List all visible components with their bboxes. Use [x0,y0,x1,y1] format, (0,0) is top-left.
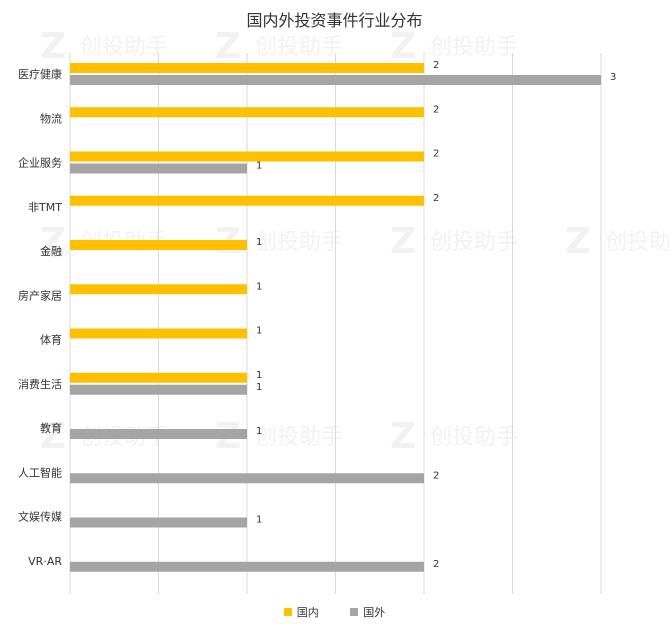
category-label: 教育 [40,421,62,435]
bar-domestic [70,328,247,339]
category-label: 非TMT [28,201,62,214]
watermark-text: 创投助手 [255,425,343,450]
bar-domestic [70,240,247,250]
category-label: VR·AR [28,555,62,568]
watermark-text: 创投助手 [255,35,343,60]
bar-domestic [70,372,247,383]
data-label: 1 [256,237,262,248]
data-label: 2 [433,559,439,570]
data-label: 3 [610,72,616,83]
watermark-logo: Z [215,26,241,67]
bar-domestic [70,151,424,162]
data-label: 2 [433,104,439,115]
data-label: 1 [256,370,262,381]
category-label: 物流 [40,111,62,125]
legend-swatch-foreign [350,608,359,616]
data-label: 1 [256,326,262,337]
legend-label-domestic: 国内 [296,606,319,619]
watermark-text: 创投助手 [255,230,343,255]
data-label: 2 [433,193,439,204]
bar-foreign [70,561,424,572]
bar-domestic [70,63,424,73]
bar-foreign [70,75,601,85]
watermark-logo: Z [565,221,591,262]
watermark-text: 创投助手 [430,425,518,450]
category-label: 医疗健康 [18,67,62,81]
watermark-logo: Z [40,26,66,67]
bar-foreign [70,163,247,174]
watermark-text: 创投助手 [430,35,518,60]
category-label: 企业服务 [18,156,62,170]
watermark-logo: Z [40,416,66,457]
data-label: 1 [256,382,262,393]
category-label: 金融 [40,244,62,258]
watermark-text: 创投助手 [80,35,168,60]
watermark-text: 创投助手 [605,230,669,255]
watermark-logo: Z [40,221,66,262]
bar-foreign [70,429,247,439]
data-label: 1 [256,281,262,292]
watermark-text: 创投助手 [430,230,518,255]
category-label: 房产家居 [18,288,62,302]
category-label: 文娱传媒 [18,510,62,524]
category-label: 体育 [40,333,62,347]
data-label: 2 [433,60,439,71]
watermark-logo: Z [390,416,416,457]
watermark-logo: Z [390,26,416,67]
watermark-logo: Z [390,221,416,262]
chart-title: 国内外投资事件行业分布 [246,11,423,30]
legend-item-domestic: 国内 [283,604,319,620]
bar-foreign [70,473,424,484]
bar-foreign [70,384,247,395]
data-label: 1 [256,426,262,437]
legend-label-foreign: 国外 [363,606,386,619]
bar-domestic [70,195,424,206]
category-label: 人工智能 [18,465,62,479]
bar-domestic [70,284,247,295]
data-label: 2 [433,149,439,160]
data-label: 2 [433,470,439,481]
legend-swatch-domestic [283,608,292,616]
data-label: 1 [256,515,262,526]
bar-foreign [70,517,247,528]
legend: 国内 国外 [0,604,669,620]
category-label: 消费生活 [18,377,62,391]
bar-domestic [70,107,424,118]
legend-item-foreign: 国外 [350,604,385,620]
data-label: 1 [256,161,262,172]
